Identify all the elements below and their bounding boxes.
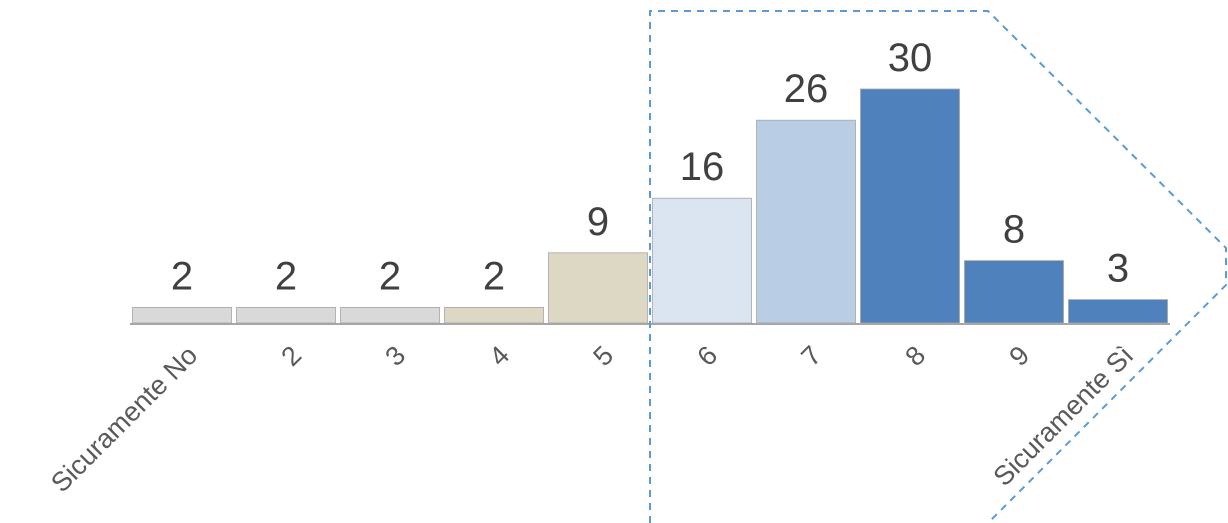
highlight-dashed-outline	[649, 10, 1227, 523]
bars-group	[132, 88, 1168, 324]
x-tick-label: 5	[587, 340, 619, 372]
data-label: 9	[587, 200, 609, 244]
x-tick-label: 2	[275, 340, 307, 372]
bar	[1068, 299, 1168, 324]
bar	[964, 260, 1064, 324]
x-tick-label: 9	[1003, 340, 1035, 372]
bar	[860, 88, 960, 324]
bar	[132, 306, 232, 324]
x-tick-label: 6	[691, 340, 723, 372]
data-labels-group: 2 2 2 2 9 16 26 30 8 3	[171, 36, 1129, 298]
bar	[444, 306, 544, 324]
x-tick-label: 7	[795, 340, 827, 372]
data-label: 16	[680, 145, 725, 189]
bar	[548, 252, 648, 324]
x-tick-label: 3	[379, 340, 411, 372]
data-label: 8	[1003, 208, 1025, 252]
data-label: 2	[379, 254, 401, 298]
x-tick-label: 8	[899, 340, 931, 372]
data-label: 2	[171, 254, 193, 298]
bar	[756, 119, 856, 324]
data-label: 26	[784, 67, 829, 111]
x-tick-label: 4	[483, 340, 515, 372]
data-label: 3	[1107, 247, 1129, 291]
x-tick-label: Sicuramente No	[45, 340, 203, 498]
data-label: 2	[275, 254, 297, 298]
data-label: 2	[483, 254, 505, 298]
bar	[652, 197, 752, 324]
bar	[340, 306, 440, 324]
x-tick-label: Sicuramente Sì	[988, 340, 1140, 492]
data-label: 30	[888, 36, 933, 80]
bar	[236, 306, 336, 324]
